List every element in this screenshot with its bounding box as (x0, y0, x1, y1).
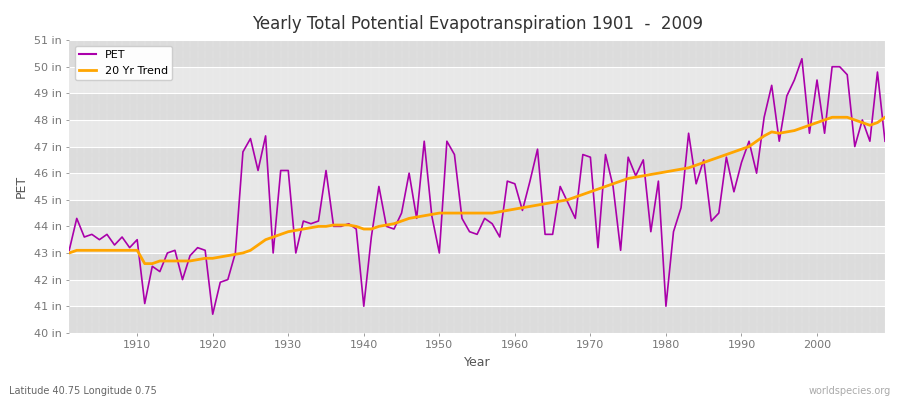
Bar (69, 93, 885, 120)
Text: Latitude 40.75 Longitude 0.75: Latitude 40.75 Longitude 0.75 (9, 386, 157, 396)
Title: Yearly Total Potential Evapotranspiration 1901  -  2009: Yearly Total Potential Evapotranspiratio… (252, 15, 703, 33)
Bar (69, 120, 885, 146)
Bar (69, 306, 885, 333)
Bar (69, 67, 885, 93)
Y-axis label: PET: PET (15, 175, 28, 198)
Bar (69, 146, 885, 173)
Bar (69, 226, 885, 253)
Bar (69, 280, 885, 306)
Bar (69, 173, 885, 200)
Text: worldspecies.org: worldspecies.org (809, 386, 891, 396)
Bar (69, 40, 885, 67)
Bar (69, 200, 885, 226)
Bar (69, 253, 885, 280)
Legend: PET, 20 Yr Trend: PET, 20 Yr Trend (75, 46, 172, 80)
X-axis label: Year: Year (464, 356, 490, 369)
